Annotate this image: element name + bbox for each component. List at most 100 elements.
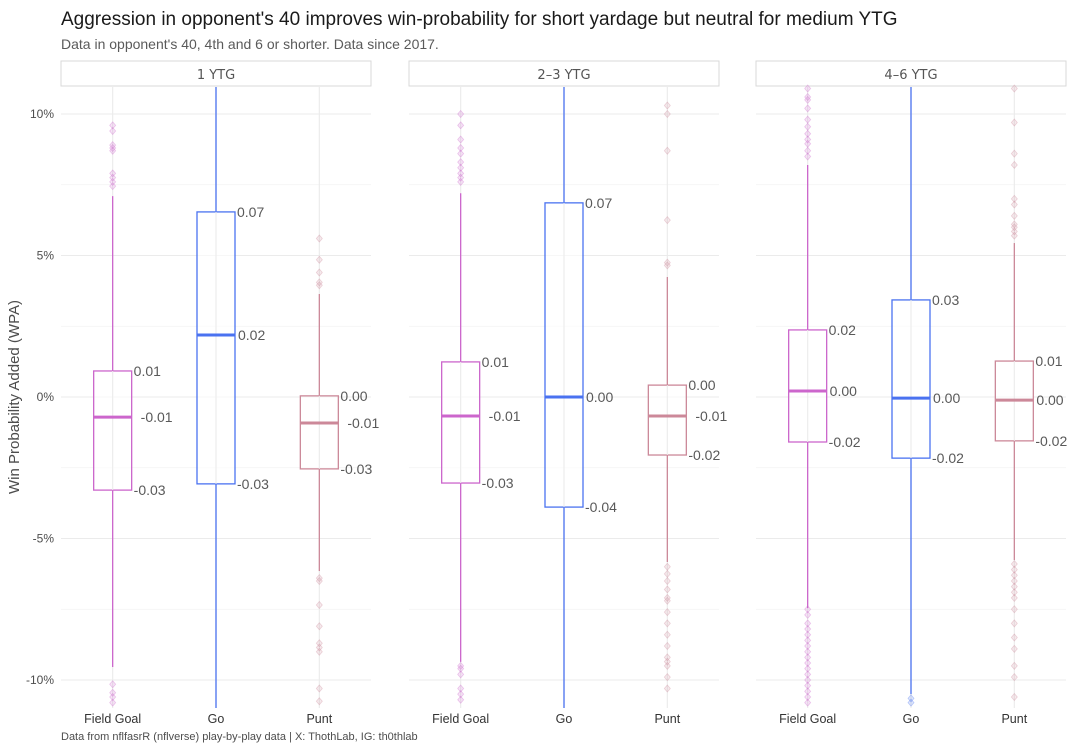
q1-label: -0.03: [482, 475, 514, 491]
outlier-point: [315, 268, 323, 277]
facet-strips: 1 YTG 2–3 YTG 4–6 YTG: [60, 60, 1067, 87]
q1-label: -0.03: [237, 476, 269, 492]
outlier-point: [663, 673, 671, 682]
outlier-point: [804, 135, 812, 144]
outlier-point: [1010, 619, 1018, 628]
outlier-point: [1010, 588, 1018, 597]
box-marks: 0.01 -0.01 -0.03 0.07 0.02 -0.03 0.00 -0.01 -0.0…: [93, 84, 1067, 708]
outlier-point: [804, 84, 812, 93]
outlier-point: [109, 121, 117, 130]
outlier-point: [1010, 194, 1018, 204]
median-label: 0.02: [238, 327, 265, 343]
outlier-point: [804, 146, 812, 155]
q3-label: 0.07: [585, 195, 612, 211]
facet-panel-1: 0.01 -0.01 -0.03 0.07 0.02 -0.03 0.00 -0.01 -0.0…: [93, 87, 379, 708]
median-label: -0.01: [695, 408, 727, 424]
outlier-point: [1010, 582, 1018, 591]
outlier-point: [109, 692, 117, 702]
facet-strip: [755, 60, 1067, 87]
q3-label: 0.01: [1035, 353, 1062, 369]
outlier-point: [109, 177, 117, 187]
outlier-point: [663, 258, 671, 267]
q1-label: -0.02: [688, 447, 720, 463]
x-tick-label: Punt: [1001, 712, 1027, 726]
outlier-point: [804, 653, 812, 662]
outlier-point: [315, 639, 323, 648]
y-tick-label: -5%: [33, 532, 55, 546]
outlier-point: [804, 687, 812, 696]
q3-label: 0.01: [482, 354, 509, 370]
outlier-point: [1010, 565, 1018, 574]
outlier-point: [457, 143, 465, 153]
outlier-point: [804, 658, 812, 668]
facet-panel-3: 0.02 0.00 -0.02 0.03 0.00 -0.02 0.01 0.00 -0.02: [788, 84, 1067, 707]
outlier-point: [804, 95, 812, 104]
outlier-point: [1010, 211, 1018, 220]
facet-panel-2: 0.01 -0.01 -0.03 0.07 0.00 -0.04 0.00 -0.01 -0.0…: [441, 87, 727, 708]
outlier-point: [1010, 633, 1018, 642]
axes: 10% 5% 0% -5% -10% Field Goal Go Punt Field Goal…: [26, 107, 1028, 726]
outlier-point: [1010, 644, 1018, 653]
x-tick-label: Go: [208, 712, 225, 726]
outlier-point: [457, 177, 465, 187]
median-label: -0.01: [141, 409, 173, 425]
q1-label: -0.04: [585, 499, 617, 515]
outlier-point: [907, 698, 915, 707]
outlier-point: [1010, 559, 1018, 569]
outlier-point: [457, 163, 465, 172]
y-axis-label: Win Probability Added (WPA): [6, 300, 23, 494]
outlier-point: [109, 173, 117, 182]
outlier-point: [804, 636, 812, 645]
outlier-point: [804, 605, 812, 614]
outlier-point: [315, 643, 323, 652]
outlier-point: [457, 149, 465, 158]
outlier-point: [1010, 200, 1018, 209]
y-tick-label: 5%: [37, 249, 55, 263]
outlier-point: [1010, 223, 1018, 232]
y-tick-label: 0%: [37, 390, 55, 404]
outlier-point: [1010, 149, 1018, 158]
outlier-point: [315, 234, 323, 243]
x-tick-label: Punt: [306, 712, 332, 726]
outlier-point: [457, 169, 465, 178]
outlier-point: [457, 664, 465, 673]
facet-strip-label: 2–3 YTG: [537, 68, 590, 83]
outlier-point: [109, 698, 117, 707]
chart-caption: Data from nflfasrR (nflverse) play-by-pl…: [61, 731, 418, 743]
median-label: -0.01: [347, 415, 379, 431]
chart-title: Aggression in opponent's 40 improves win…: [61, 9, 898, 30]
outlier-point: [457, 121, 465, 130]
outlier-point: [315, 684, 323, 693]
outlier-point: [1010, 661, 1018, 670]
y-tick-label: -10%: [26, 673, 54, 687]
outlier-point: [663, 569, 671, 578]
outlier-point: [457, 670, 465, 679]
outlier-point: [457, 157, 465, 167]
y-tick-label: 10%: [30, 107, 54, 121]
outlier-point: [1010, 118, 1018, 127]
outlier-point: [804, 624, 812, 634]
outlier-point: [457, 690, 465, 699]
x-tick-label: Go: [556, 712, 573, 726]
median-label: 0.00: [830, 383, 857, 399]
outlier-point: [663, 684, 671, 693]
outlier-point: [1010, 84, 1018, 93]
outlier-point: [804, 681, 812, 690]
outlier-point: [457, 695, 465, 704]
outlier-point: [457, 173, 465, 182]
outlier-point: [663, 593, 671, 603]
outlier-point: [804, 115, 812, 124]
outlier-point: [663, 607, 671, 617]
median-label: 0.00: [1036, 392, 1063, 408]
outlier-point: [315, 278, 323, 287]
outlier-point: [663, 653, 671, 662]
x-tick-label: Punt: [654, 712, 680, 726]
outlier-point: [804, 139, 812, 148]
outlier-point: [1010, 220, 1018, 229]
q3-label: 0.02: [829, 322, 856, 338]
q1-label: -0.03: [134, 482, 166, 498]
outlier-point: [315, 574, 323, 583]
facet-strip: [60, 60, 372, 87]
outlier-point: [1010, 160, 1018, 170]
